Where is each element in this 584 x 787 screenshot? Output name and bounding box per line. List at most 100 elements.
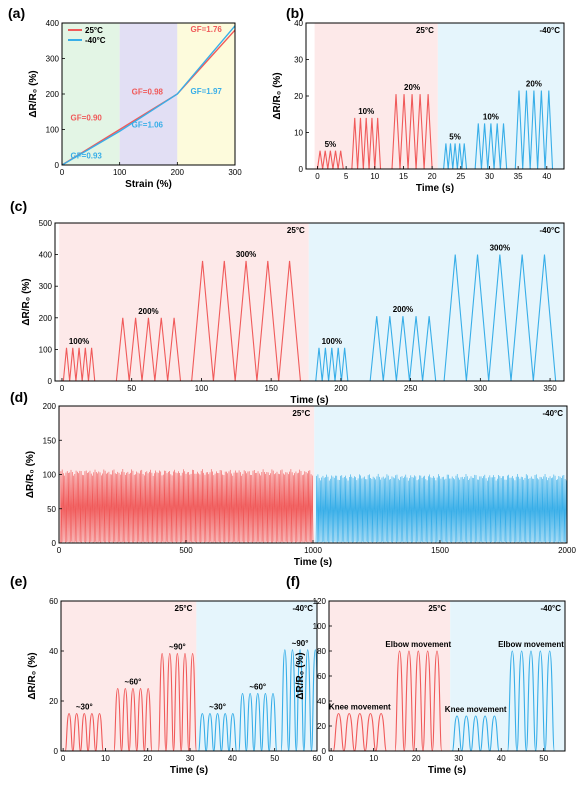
y-tick-label: 60 (49, 597, 58, 606)
dense-signal-0 (59, 469, 314, 543)
y-tick-label: 30 (294, 56, 303, 65)
pulse-label: 5% (449, 132, 461, 141)
x-tick-label: 50 (127, 384, 136, 393)
y-axis-label: ΔR/R₀ (%) (272, 72, 283, 119)
panel-e: 25°C -40°C ~30° ~60° ~90° ~30° ~60° ~90° 0 10 20 30… (10, 573, 322, 776)
y-tick-label: 400 (39, 251, 53, 260)
y-axis-label: ΔR/R₀ (%) (27, 652, 38, 699)
y-tick-label: 0 (322, 747, 327, 756)
y-tick-label: 120 (313, 597, 327, 606)
pulse-group-2 (157, 652, 197, 751)
x-axis-label: Time (s) (428, 765, 466, 776)
x-tick-label: 50 (539, 754, 548, 763)
pulse-group-2 (391, 94, 433, 169)
y-tick-label: 60 (317, 672, 326, 681)
pulse-label: 10% (483, 112, 499, 121)
plot-area (62, 254, 557, 381)
x-axis-label: Time (s) (294, 557, 332, 568)
y-tick-label: 0 (299, 165, 304, 174)
region-label: -40°C (542, 409, 563, 418)
pulse-group-3 (197, 712, 238, 751)
pulse-label: 20% (526, 80, 542, 89)
x-tick-label: 0 (61, 754, 66, 763)
pulse-group-2 (191, 260, 301, 381)
x-tick-label: 350 (543, 384, 557, 393)
y-axis-label: ΔR/R₀ (%) (25, 451, 36, 498)
x-tick-label: 250 (404, 384, 418, 393)
plot-area (316, 90, 554, 169)
pulse-group-5 (443, 254, 557, 381)
pulse-label: Knee movement (329, 703, 391, 712)
region-label: -40°C (539, 26, 560, 35)
y-tick-label: 20 (317, 722, 326, 731)
pulse-group-3 (507, 650, 555, 751)
y-tick-label: 10 (294, 129, 303, 138)
pulse-group-0 (316, 150, 344, 169)
gf-annotation: GF=0.98 (132, 88, 164, 97)
y-axis-label: ΔR/R₀ (%) (28, 70, 39, 117)
x-tick-label: 300 (228, 168, 242, 177)
y-tick-label: 200 (46, 90, 60, 99)
pulse-group-0 (64, 712, 104, 751)
x-axis-label: Time (s) (416, 183, 454, 194)
y-tick-label: 400 (46, 19, 60, 28)
gf-annotation: GF=1.97 (190, 87, 222, 96)
y-tick-label: 100 (313, 622, 327, 631)
x-tick-label: 30 (454, 754, 463, 763)
panel-c: 25°C -40°C 100% 200% 300% 100% 200% 300% 0 50 100 1… (10, 198, 565, 406)
panel-f: 25°C -40°C Knee movement Elbow movement Knee… (286, 573, 566, 776)
y-tick-label: 20 (294, 92, 303, 101)
x-tick-label: 500 (179, 546, 193, 555)
panel-label: (d) (10, 389, 28, 405)
x-tick-label: 1500 (431, 546, 449, 555)
y-tick-label: 50 (47, 505, 56, 514)
x-tick-label: 20 (143, 754, 152, 763)
y-tick-label: 150 (43, 436, 57, 445)
x-tick-label: 0 (315, 172, 320, 181)
y-tick-label: 0 (48, 377, 53, 386)
x-tick-label: 150 (264, 384, 278, 393)
pulse-group-1 (113, 687, 153, 751)
plot-area (64, 649, 317, 751)
axes-frame (60, 600, 318, 752)
x-tick-label: 25 (456, 172, 465, 181)
region-1 (119, 23, 178, 165)
panel-label: (b) (286, 5, 304, 21)
pulse-label: Knee movement (445, 705, 507, 714)
pulse-label: 300% (490, 244, 510, 253)
x-tick-label: 20 (412, 754, 421, 763)
y-tick-label: 500 (39, 219, 53, 228)
region-label: 25°C (175, 604, 193, 613)
x-tick-label: 0 (60, 384, 65, 393)
axes-frame (54, 222, 565, 382)
x-tick-label: 100 (113, 168, 127, 177)
pulse-group-2 (451, 715, 500, 751)
x-tick-label: 2000 (558, 546, 576, 555)
dense-signal-1 (315, 473, 567, 543)
pulse-label: ~30° (209, 703, 226, 712)
region-label: 25°C (287, 226, 305, 235)
pulse-group-0 (62, 347, 96, 381)
region-label: 25°C (416, 26, 434, 35)
legend-entry: -40°C (85, 36, 106, 45)
region-label: -40°C (292, 604, 313, 613)
x-tick-label: 300 (474, 384, 488, 393)
x-tick-label: 20 (428, 172, 437, 181)
pulse-label: ~60° (125, 678, 142, 687)
y-tick-label: 200 (39, 314, 53, 323)
x-axis-label: Time (s) (170, 765, 208, 776)
pulse-label: 20% (404, 83, 420, 92)
panel-label: (a) (8, 5, 25, 21)
x-tick-label: 1000 (304, 546, 322, 555)
pulse-group-1 (115, 317, 182, 381)
pulse-group-4 (474, 123, 508, 169)
pulse-label: 300% (236, 250, 256, 259)
pulse-label: 10% (358, 107, 374, 116)
region-2 (177, 23, 235, 165)
region-1 (437, 23, 564, 169)
gf-annotation: GF=1.06 (132, 121, 164, 130)
pulse-label: ~90° (169, 643, 186, 652)
x-tick-label: 5 (344, 172, 349, 181)
region-0 (59, 223, 309, 381)
pulse-label: ~60° (249, 683, 266, 692)
